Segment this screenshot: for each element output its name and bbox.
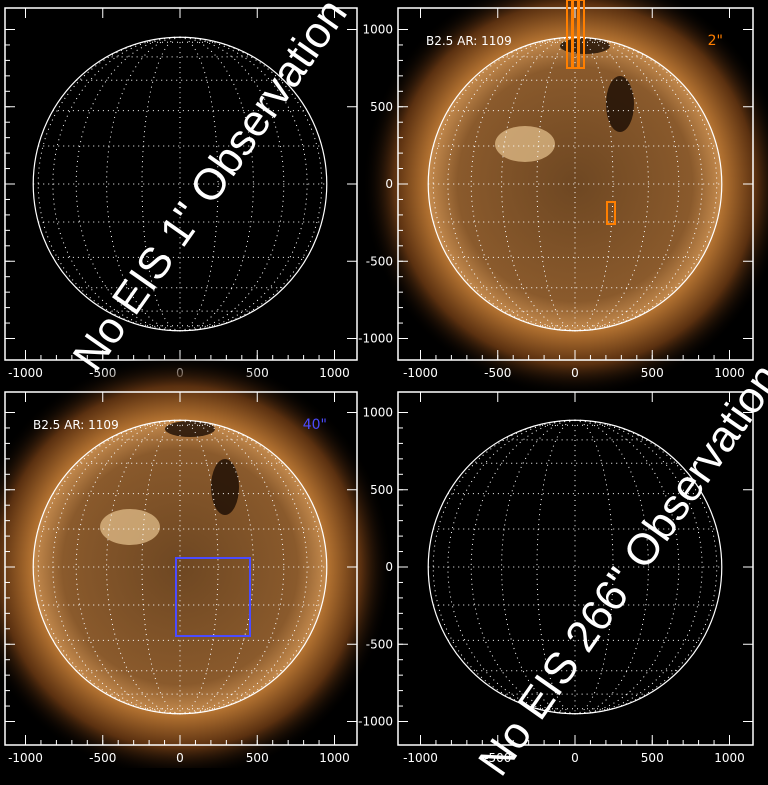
x-tick-label: 1000 — [319, 366, 350, 380]
y-tick-label: -1000 — [358, 715, 393, 729]
active-region — [495, 126, 555, 162]
panel-label: B2.5 AR: 1109 — [426, 34, 512, 48]
resolution-label: 40" — [303, 417, 327, 433]
y-tick-label: 1000 — [362, 23, 393, 37]
solar-panels: -1000 -500 0 500 1000 -1000 1000 -500 500 0 0 500 -5… — [0, 0, 768, 768]
x-tick-label: 0 — [571, 751, 579, 765]
x-tick-label: 500 — [641, 751, 664, 765]
x-tick-label: -1000 — [403, 751, 438, 765]
x-tick-label: -1000 — [403, 366, 438, 380]
resolution-label: 2" — [708, 33, 723, 49]
y-tick-label: 0 — [385, 177, 393, 191]
solar-disk — [33, 420, 327, 714]
y-tick-label: 0 — [385, 560, 393, 574]
x-tick-label: 0 — [571, 366, 579, 380]
x-tick-label: -1000 — [8, 366, 43, 380]
x-tick-label: 500 — [246, 751, 269, 765]
x-tick-label: -1000 — [8, 751, 43, 765]
y-tick-label: 1000 — [362, 406, 393, 420]
coronal-hole — [606, 76, 634, 132]
y-tick-label: 500 — [370, 483, 393, 497]
x-tick-label: -500 — [484, 366, 511, 380]
x-tick-label: -500 — [89, 751, 116, 765]
y-tick-label: -500 — [366, 254, 393, 268]
y-tick-label: -500 — [366, 637, 393, 651]
x-tick-label: 500 — [641, 366, 664, 380]
x-tick-label: 1000 — [714, 751, 745, 765]
panel-label: B2.5 AR: 1109 — [33, 418, 119, 432]
coronal-hole — [211, 459, 239, 515]
y-tick-label: 500 — [370, 100, 393, 114]
x-tick-label: 0 — [176, 751, 184, 765]
x-tick-label: 1000 — [319, 751, 350, 765]
active-region — [100, 509, 160, 545]
solar-disk — [428, 37, 722, 331]
y-tick-label: -1000 — [358, 332, 393, 346]
